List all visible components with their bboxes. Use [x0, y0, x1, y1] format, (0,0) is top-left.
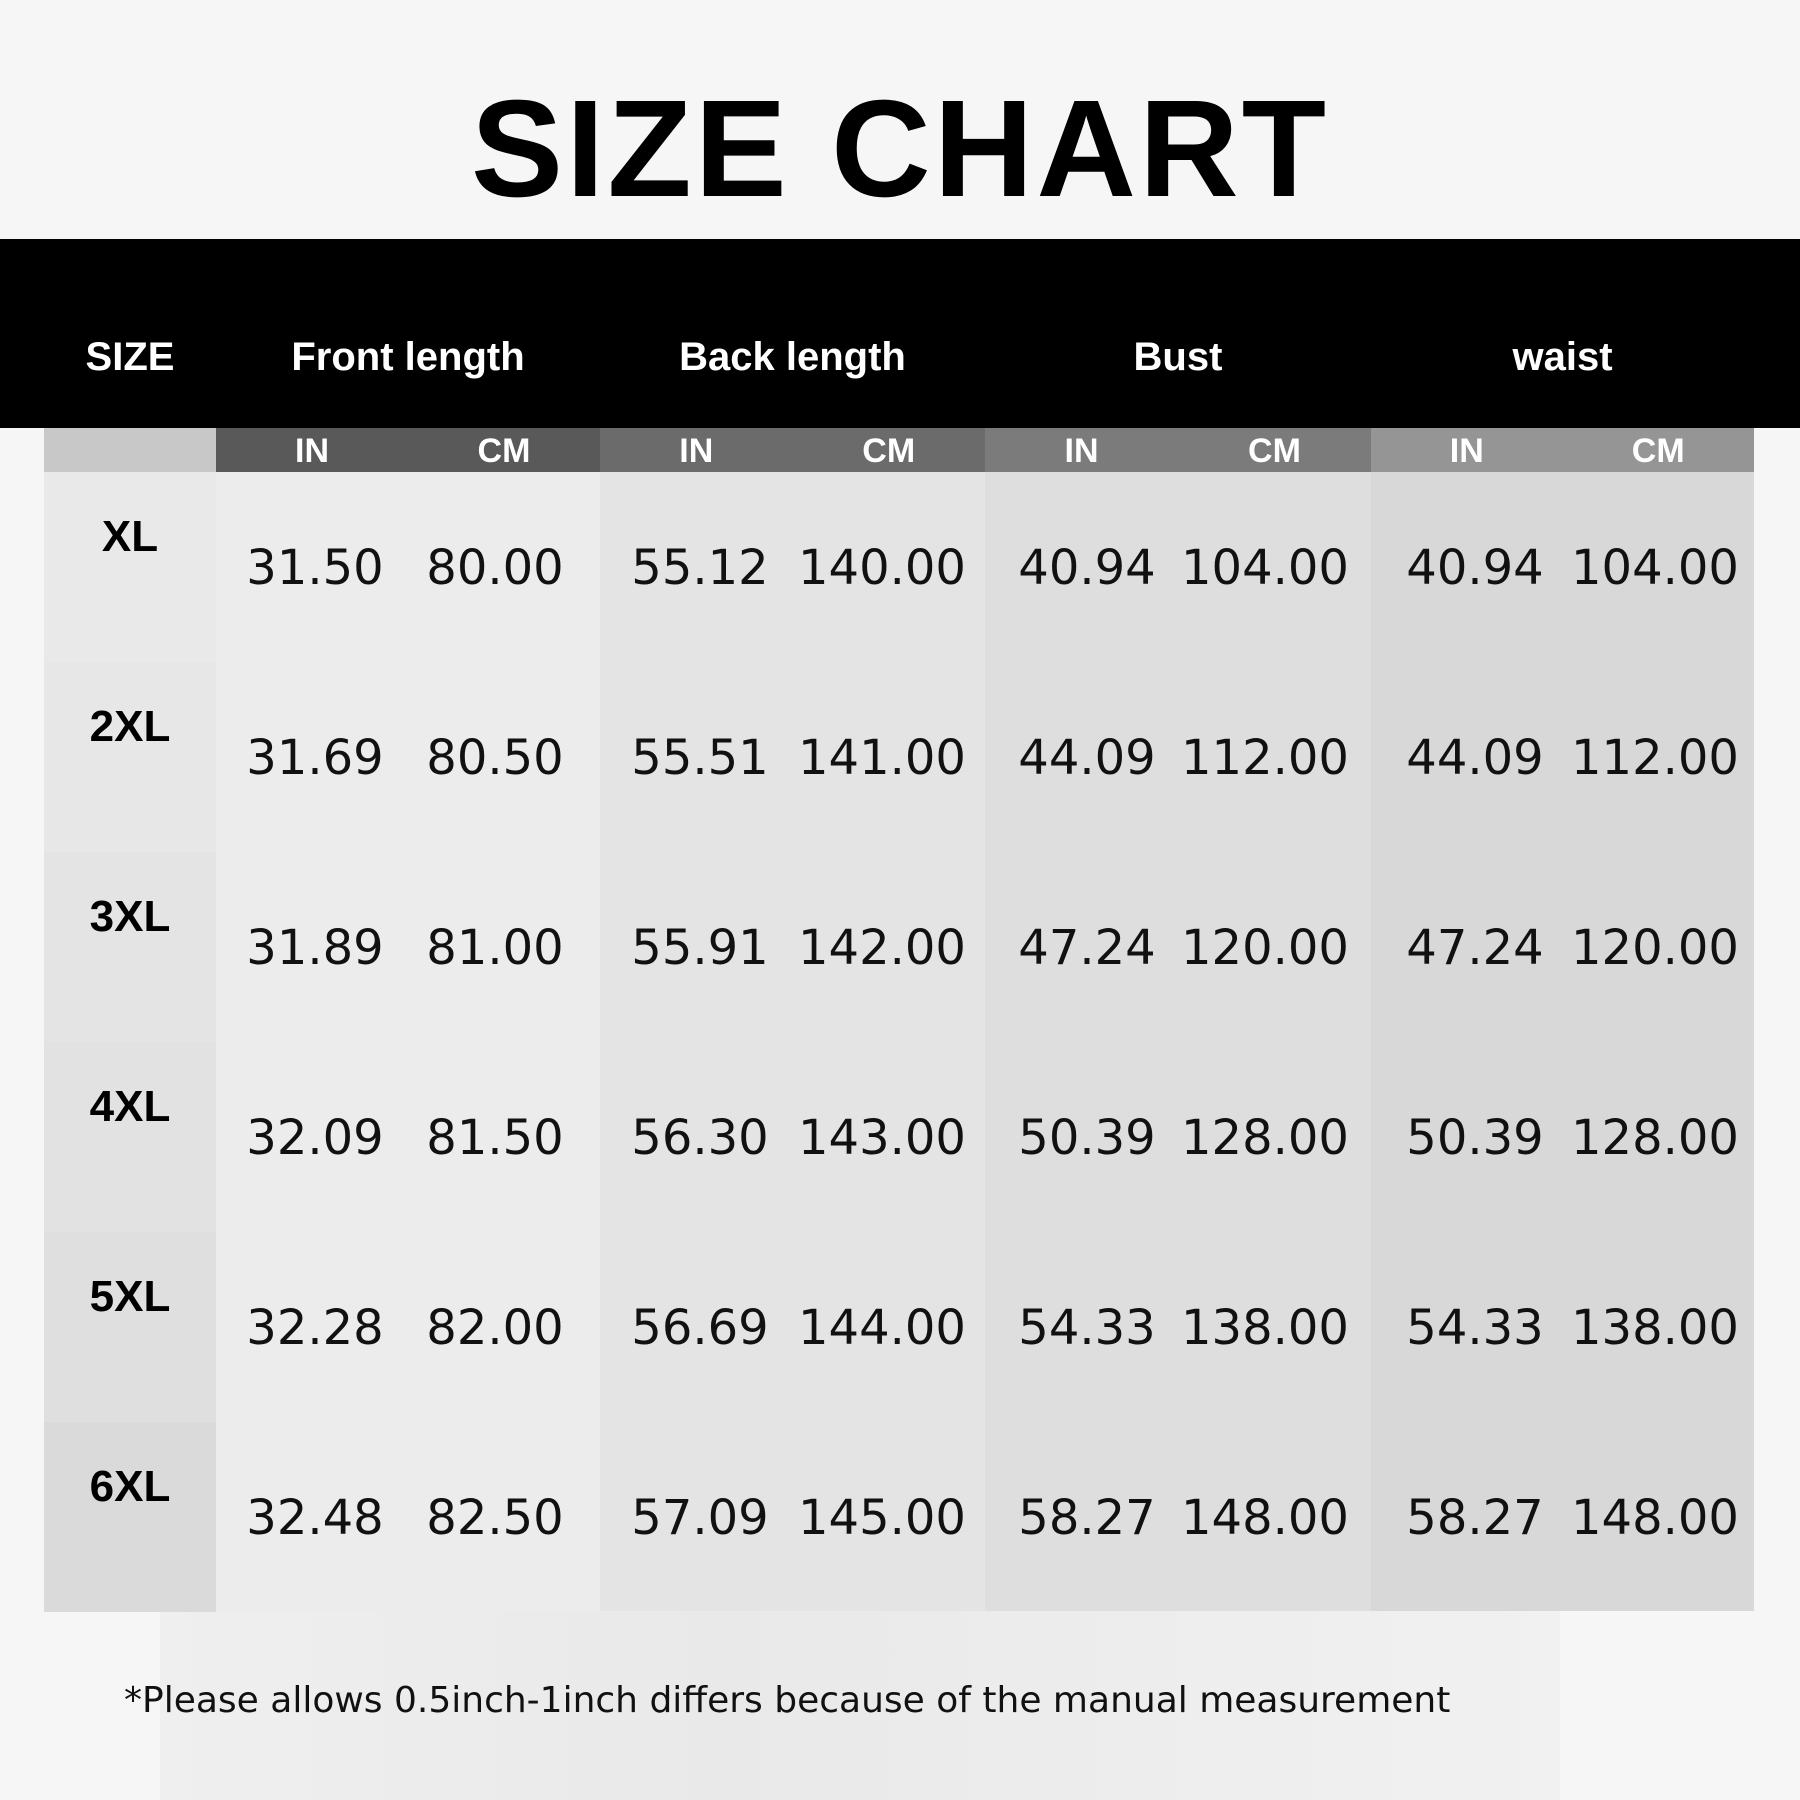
header-front-length: Front length: [291, 335, 525, 379]
table-cell: 142.00: [798, 920, 966, 976]
header-bust: Bust: [1133, 335, 1223, 379]
header-waist: waist: [1512, 335, 1613, 379]
unit-cm: CM: [477, 432, 531, 470]
table-cell: 54.33: [1406, 1300, 1544, 1356]
size-label: 3XL: [44, 852, 216, 1042]
column-back-length: [600, 472, 985, 1611]
table-cell: 82.00: [426, 1300, 564, 1356]
unit-header-blank: [44, 428, 216, 472]
unit-in: IN: [1449, 432, 1484, 470]
table-cell: 56.69: [631, 1300, 769, 1356]
page-title: SIZE CHART: [471, 72, 1329, 226]
table-cell: 58.27: [1018, 1490, 1156, 1546]
table-cell: 138.00: [1571, 1300, 1739, 1356]
table-cell: 81.00: [426, 920, 564, 976]
table-cell: 56.30: [631, 1110, 769, 1166]
unit-header-waist: IN CM: [1371, 428, 1754, 472]
column-front-length: [216, 472, 600, 1611]
table-cell: 112.00: [1181, 730, 1349, 786]
table-cell: 140.00: [798, 540, 966, 596]
table-cell: 104.00: [1571, 540, 1739, 596]
table-cell: 82.50: [426, 1490, 564, 1546]
table-cell: 148.00: [1181, 1490, 1349, 1546]
unit-header-front-length: IN CM: [216, 428, 600, 472]
column-waist: [1371, 472, 1754, 1611]
table-cell: 145.00: [798, 1490, 966, 1546]
table-cell: 112.00: [1571, 730, 1739, 786]
table-cell: 128.00: [1571, 1110, 1739, 1166]
table-cell: 32.09: [246, 1110, 384, 1166]
size-label: 6XL: [44, 1422, 216, 1612]
table-cell: 80.00: [426, 540, 564, 596]
table-cell: 55.51: [631, 730, 769, 786]
table-cell: 32.28: [246, 1300, 384, 1356]
table-cell: 81.50: [426, 1110, 564, 1166]
unit-in: IN: [295, 432, 329, 470]
table-cell: 55.91: [631, 920, 769, 976]
unit-cm: CM: [1248, 432, 1301, 470]
table-cell: 31.69: [246, 730, 384, 786]
table-cell: 31.50: [246, 540, 384, 596]
header-back-length: Back length: [679, 335, 906, 379]
table-cell: 44.09: [1406, 730, 1544, 786]
table-cell: 55.12: [631, 540, 769, 596]
footnote: *Please allows 0.5inch-1inch differs bec…: [124, 1680, 1451, 1721]
table-cell: 47.24: [1406, 920, 1544, 976]
table-cell: 138.00: [1181, 1300, 1349, 1356]
column-bust: [985, 472, 1371, 1611]
table-cell: 47.24: [1018, 920, 1156, 976]
table-cell: 144.00: [798, 1300, 966, 1356]
table-cell: 57.09: [631, 1490, 769, 1546]
header-band: [0, 239, 1800, 428]
table-cell: 40.94: [1406, 540, 1544, 596]
unit-header-back-length: IN CM: [600, 428, 985, 472]
table-cell: 120.00: [1571, 920, 1739, 976]
table-cell: 141.00: [798, 730, 966, 786]
table-cell: 32.48: [246, 1490, 384, 1546]
header-size: SIZE: [85, 335, 175, 379]
table-cell: 58.27: [1406, 1490, 1544, 1546]
table-cell: 128.00: [1181, 1110, 1349, 1166]
background-photo: [160, 1611, 1560, 1800]
size-label: 2XL: [44, 662, 216, 852]
table-cell: 120.00: [1181, 920, 1349, 976]
table-cell: 44.09: [1018, 730, 1156, 786]
size-label: 5XL: [44, 1232, 216, 1422]
size-label: XL: [44, 472, 216, 662]
table-cell: 143.00: [798, 1110, 966, 1166]
table-cell: 148.00: [1571, 1490, 1739, 1546]
table-cell: 80.50: [426, 730, 564, 786]
table-cell: 31.89: [246, 920, 384, 976]
table-cell: 40.94: [1018, 540, 1156, 596]
unit-in: IN: [1064, 432, 1099, 470]
unit-cm: CM: [862, 432, 916, 470]
unit-cm: CM: [1631, 432, 1685, 470]
table-cell: 50.39: [1406, 1110, 1544, 1166]
table-cell: 50.39: [1018, 1110, 1156, 1166]
size-label: 4XL: [44, 1042, 216, 1232]
unit-in: IN: [679, 432, 714, 470]
table-cell: 104.00: [1181, 540, 1349, 596]
unit-header-bust: IN CM: [985, 428, 1371, 472]
table-cell: 54.33: [1018, 1300, 1156, 1356]
